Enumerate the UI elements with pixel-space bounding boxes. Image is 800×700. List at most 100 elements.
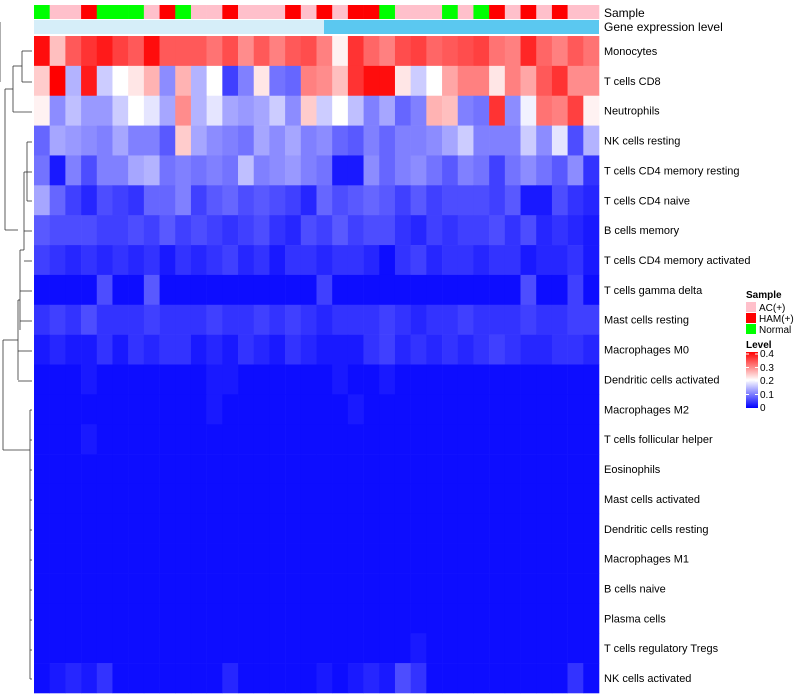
- heatmap-cell-r8-c12: [222, 274, 239, 306]
- heatmap-cell-r21-c5: [112, 663, 129, 694]
- heatmap-cell-r13-c26: [442, 424, 459, 455]
- heatmap-cell-r19-c27: [457, 603, 474, 634]
- gene-bar-dark-segment: [324, 20, 599, 34]
- heatmap-cell-r7-c33: [551, 245, 568, 276]
- heatmap-cell-r4-c29: [489, 155, 506, 186]
- heatmap-cell-r4-c9: [175, 155, 192, 186]
- heatmap-cell-r10-c23: [394, 334, 411, 365]
- heatmap-cell-r2-c8: [159, 95, 176, 126]
- heatmap-cell-r19-c21: [363, 603, 380, 634]
- heatmap-cell-r13-c5: [112, 424, 129, 455]
- heatmap-cell-r17-c8: [159, 543, 176, 574]
- heatmap-cell-r12-c16: [285, 394, 302, 425]
- heatmap-cell-r17-c3: [81, 543, 98, 574]
- sample-bar-cell-15: [269, 5, 286, 19]
- sample-bar-cell-16: [285, 5, 302, 19]
- heatmap-cell-r15-c16: [285, 483, 302, 515]
- heatmap-cell-r18-c32: [536, 573, 553, 604]
- legend-swatch-ac: [746, 302, 756, 312]
- heatmap-cell-r16-c23: [394, 513, 411, 544]
- heatmap-cell-r3-c34: [567, 125, 584, 156]
- heatmap-cell-r7-c30: [504, 245, 521, 276]
- heatmap-cell-r4-c33: [551, 155, 568, 186]
- heatmap-cell-r9-c12: [222, 304, 239, 335]
- heatmap-cell-r15-c1: [49, 483, 66, 515]
- heatmap-cell-r20-c7: [143, 633, 160, 664]
- heatmap-cell-r1-c22: [379, 65, 396, 97]
- heatmap-cell-r20-c30: [504, 633, 521, 664]
- sample-bar-cell-6: [128, 5, 145, 19]
- heatmap-cell-r15-c24: [410, 483, 427, 515]
- heatmap-cell-r17-c7: [143, 543, 160, 574]
- sample-bar-cell-0: [34, 5, 50, 19]
- heatmap-cell-r10-c31: [520, 334, 537, 365]
- heatmap-cell-r6-c15: [269, 215, 286, 246]
- heatmap-cell-r16-c27: [457, 513, 474, 544]
- heatmap-cell-r5-c14: [253, 185, 270, 216]
- heatmap-cell-r13-c15: [269, 424, 286, 455]
- heatmap-cell-r3-c9: [175, 125, 192, 156]
- heatmap-cell-r12-c6: [128, 394, 145, 425]
- heatmap-cell-r5-c31: [520, 185, 537, 216]
- heatmap-cell-r12-c30: [504, 394, 521, 425]
- heatmap-cell-r20-c20: [347, 633, 364, 664]
- row-label-3: NK cells resting: [604, 136, 680, 148]
- heatmap-cell-r21-c8: [159, 663, 176, 694]
- heatmap-cell-r14-c23: [394, 454, 411, 485]
- sample-annotation-bar: [34, 5, 600, 19]
- heatmap-cell-r8-c4: [96, 274, 113, 306]
- heatmap-cell-r18-c26: [442, 573, 459, 604]
- heatmap-cell-r13-c9: [175, 424, 192, 455]
- heatmap-cell-r13-c24: [410, 424, 427, 455]
- sample-bar-cell-17: [300, 5, 317, 19]
- heatmap-cell-r18-c25: [426, 573, 443, 604]
- heatmap-cell-r18-c31: [520, 573, 537, 604]
- heatmap-cell-r8-c10: [190, 274, 207, 306]
- heatmap-cell-r10-c26: [442, 334, 459, 365]
- heatmap-cell-r9-c3: [81, 304, 98, 335]
- heatmap-cell-r2-c19: [332, 95, 349, 126]
- heatmap-cell-r0-c19: [332, 36, 349, 67]
- heatmap-cell-r15-c34: [567, 483, 584, 515]
- heatmap-cell-r14-c10: [190, 454, 207, 485]
- row-label-18: B cells naive: [604, 583, 666, 595]
- heatmap-cell-r21-c14: [253, 663, 270, 694]
- heatmap-cell-r1-c8: [159, 65, 176, 97]
- heatmap-cell-r12-c34: [567, 394, 584, 425]
- heatmap-cell-r17-c21: [363, 543, 380, 574]
- heatmap-cell-r21-c20: [347, 663, 364, 694]
- heatmap-cell-r1-c0: [34, 65, 50, 97]
- heatmap-cell-r0-c5: [112, 36, 129, 67]
- heatmap-cell-r16-c18: [316, 513, 333, 544]
- heatmap-cell-r7-c20: [347, 245, 364, 276]
- heatmap-cell-r20-c8: [159, 633, 176, 664]
- heatmap-cell-r10-c3: [81, 334, 98, 365]
- heatmap-cell-r7-c28: [473, 245, 490, 276]
- heatmap-cell-r2-c26: [442, 95, 459, 126]
- heatmap-cell-r13-c6: [128, 424, 145, 455]
- heatmap-cell-r9-c5: [112, 304, 129, 335]
- heatmap-cell-r18-c6: [128, 573, 145, 604]
- heatmap-cell-r13-c2: [65, 424, 82, 455]
- heatmap-cell-r5-c30: [504, 185, 521, 216]
- heatmap-cell-r16-c25: [426, 513, 443, 544]
- heatmap-cell-r0-c27: [457, 36, 474, 67]
- heatmap-cell-r11-c20: [347, 364, 364, 395]
- heatmap-cell-r13-c10: [190, 424, 207, 455]
- heatmap-cell-r17-c11: [206, 543, 223, 574]
- heatmap-cell-r7-c7: [143, 245, 160, 276]
- heatmap-cell-r18-c28: [473, 573, 490, 604]
- heatmap-cell-r18-c15: [269, 573, 286, 604]
- heatmap-cell-r4-c3: [81, 155, 98, 186]
- row-label-7: T cells CD4 memory activated: [604, 255, 751, 267]
- heatmap-cell-r14-c6: [128, 454, 145, 485]
- heatmap-cell-r4-c6: [128, 155, 145, 186]
- heatmap-cell-r14-c27: [457, 454, 474, 485]
- heatmap-cell-r17-c14: [253, 543, 270, 574]
- heatmap-cell-r21-c0: [34, 663, 50, 694]
- heatmap-cell-r9-c24: [410, 304, 427, 335]
- heatmap-cell-r10-c20: [347, 334, 364, 365]
- heatmap-cell-r19-c14: [253, 603, 270, 634]
- sample-bar-cell-8: [159, 5, 176, 19]
- heatmap-cell-r10-c25: [426, 334, 443, 365]
